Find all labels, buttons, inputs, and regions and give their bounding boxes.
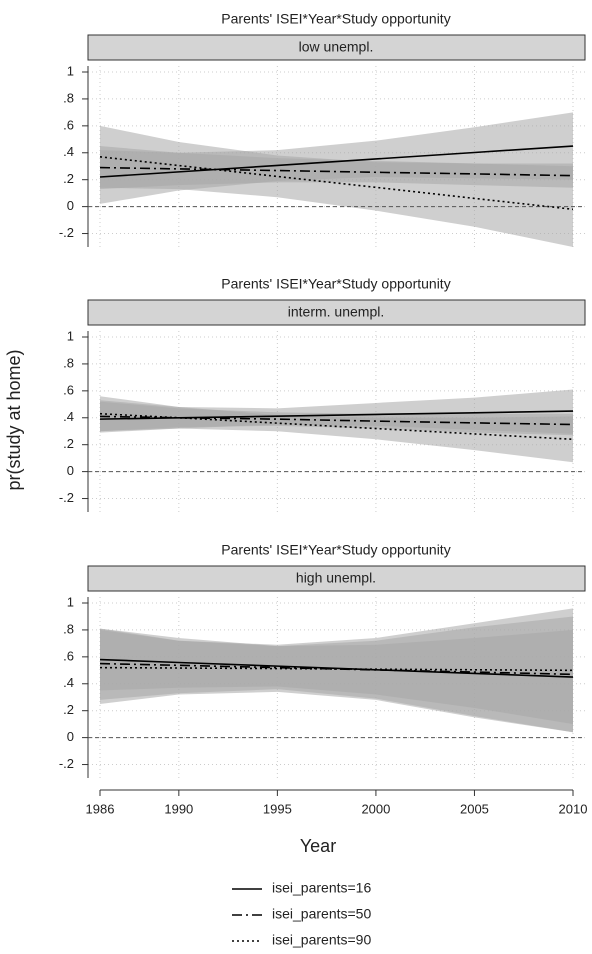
y-tick-label: -.2: [59, 756, 74, 771]
series-line: [99, 412, 574, 441]
y-tick-label: .4: [63, 675, 74, 690]
panel-title: Parents' ISEI*Year*Study opportunity: [221, 276, 450, 292]
y-tick-label: .8: [63, 90, 74, 105]
series-line: [99, 658, 574, 678]
series-line: [99, 666, 574, 672]
y-tick-label: .6: [63, 382, 74, 397]
y-tick-label: 0: [67, 198, 74, 213]
x-tick-label: 2005: [460, 801, 489, 816]
ci-band: [100, 396, 573, 463]
y-tick-label: -.2: [59, 225, 74, 240]
legend-label: isei_parents=16: [272, 880, 371, 896]
y-tick-label: .8: [63, 355, 74, 370]
x-tick-label: 2000: [361, 801, 390, 816]
strip-label: high unempl.: [296, 570, 376, 586]
x-tick-label: 2010: [559, 801, 588, 816]
strip: [87, 34, 586, 61]
strip-label: interm. unempl.: [288, 304, 384, 320]
y-tick-label: .4: [63, 144, 74, 159]
x-tick-label: 1986: [86, 801, 115, 816]
series-line: [99, 145, 574, 178]
ci-band: [100, 608, 573, 733]
y-tick-label: .6: [63, 117, 74, 132]
strip-label: low unempl.: [299, 39, 374, 55]
x-tick-label: 1990: [164, 801, 193, 816]
strip: [87, 299, 586, 326]
y-tick-label: 0: [67, 463, 74, 478]
panel-title: Parents' ISEI*Year*Study opportunity: [221, 542, 450, 558]
y-tick-label: .4: [63, 409, 74, 424]
y-tick-label: .2: [63, 702, 74, 717]
strip: [87, 565, 586, 592]
y-tick-label: .6: [63, 648, 74, 663]
y-tick-label: -.2: [59, 490, 74, 505]
legend-label: isei_parents=90: [272, 932, 371, 948]
y-tick-label: .2: [63, 171, 74, 186]
series-line: [99, 166, 574, 177]
y-tick-label: 1: [67, 328, 74, 343]
series-line: [99, 156, 574, 211]
y-tick-label: .2: [63, 436, 74, 451]
y-tick-label: 1: [67, 63, 74, 78]
y-axis-label: pr(study at home): [4, 349, 24, 490]
y-tick-label: 1: [67, 594, 74, 609]
legend-label: isei_parents=50: [272, 906, 371, 922]
y-tick-label: 0: [67, 729, 74, 744]
x-tick-label: 1995: [263, 801, 292, 816]
ci-band: [100, 125, 573, 247]
panel-title: Parents' ISEI*Year*Study opportunity: [221, 11, 450, 27]
x-axis-label: Year: [300, 836, 336, 856]
y-tick-label: .8: [63, 621, 74, 636]
